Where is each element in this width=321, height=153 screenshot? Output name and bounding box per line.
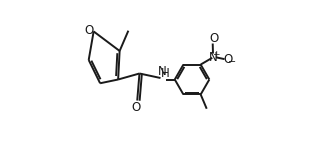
Text: O: O: [131, 101, 140, 114]
Text: O: O: [85, 24, 94, 37]
Text: +: +: [213, 50, 220, 59]
Text: −: −: [228, 57, 236, 67]
Text: O: O: [209, 32, 219, 45]
Text: O: O: [223, 53, 233, 66]
Text: H: H: [160, 67, 169, 80]
Text: N: N: [158, 65, 166, 78]
Text: N: N: [209, 51, 217, 64]
